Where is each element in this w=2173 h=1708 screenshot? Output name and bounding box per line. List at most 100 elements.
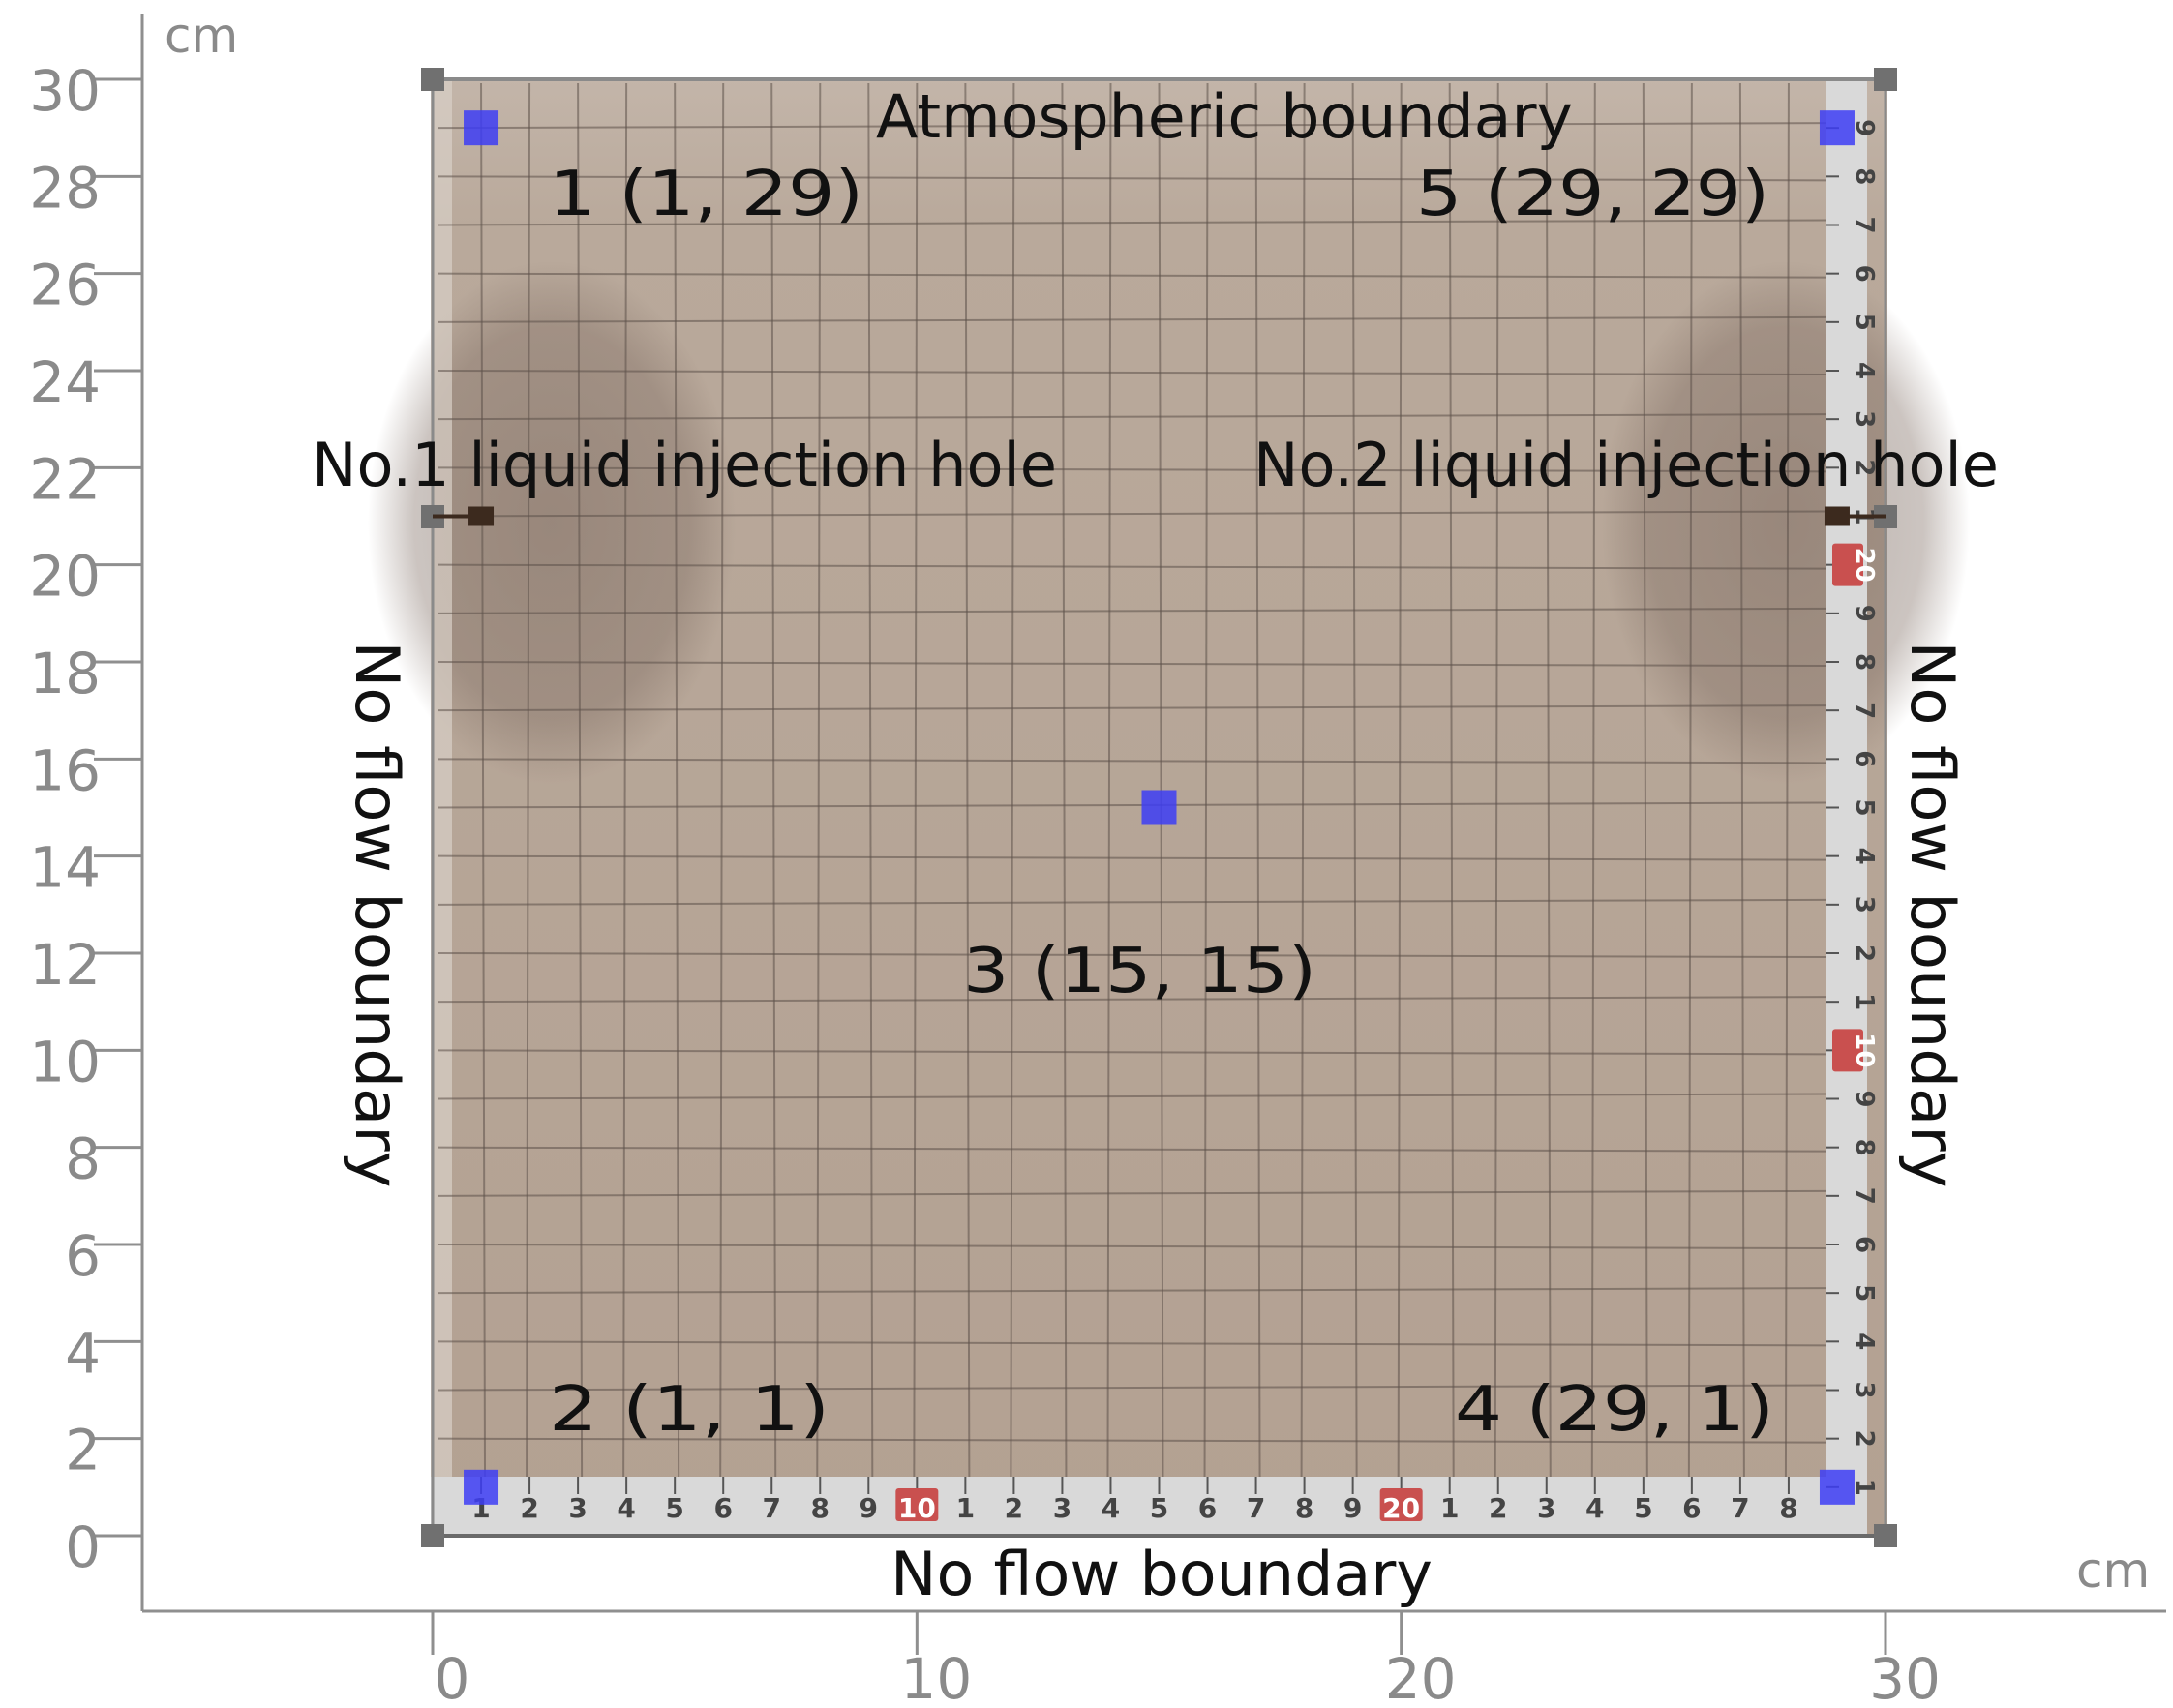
grid-vertical-line	[1494, 82, 1499, 1481]
y-axis-unit: cm	[165, 8, 238, 64]
grid-vertical-line	[577, 82, 584, 1481]
grid-vertical-line	[1010, 82, 1015, 1481]
bottom-ruler-number: 9	[860, 1492, 878, 1524]
right-ruler-number: 10	[1850, 1033, 1879, 1067]
right-ruler-number: 7	[1850, 216, 1879, 233]
bottom-ruler-number: 5	[1634, 1492, 1652, 1524]
monitoring-point-1-marker	[464, 110, 499, 146]
grid-horizontal-line	[438, 1244, 1827, 1249]
bottom-ruler-number: 9	[1343, 1492, 1362, 1524]
grid-horizontal-line	[438, 1340, 1827, 1347]
grid-horizontal-line	[438, 1146, 1827, 1153]
grid-horizontal-line	[438, 563, 1827, 570]
injection-hole-1-label: No.1 liquid injection hole	[312, 430, 1057, 500]
right-ruler-number: 7	[1850, 1187, 1879, 1205]
y-tick-label: 22	[29, 446, 101, 512]
grid-vertical-line	[964, 82, 971, 1481]
bottom-ruler-number: 10	[898, 1492, 936, 1524]
monitoring-point-4-marker	[1819, 1469, 1855, 1505]
grid-horizontal-line	[438, 854, 1827, 861]
grid-horizontal-line	[438, 801, 1827, 809]
grid-vertical-line	[526, 82, 531, 1481]
grid-horizontal-line	[438, 1384, 1827, 1392]
right-ruler-number: 4	[1850, 1333, 1879, 1350]
bottom-ruler-number: 2	[520, 1492, 538, 1524]
frame-corner-top-left	[421, 68, 444, 91]
top-boundary-label: Atmospheric boundary	[876, 81, 1573, 152]
bottom-ruler-number: 7	[1731, 1492, 1749, 1524]
grid-vertical-line	[1106, 82, 1112, 1481]
grid-horizontal-line	[438, 758, 1827, 764]
x-axis-ticks: 0 10 20 30	[431, 1611, 1941, 1708]
wetting-front-left	[368, 261, 736, 784]
grid-vertical-line	[1061, 82, 1068, 1481]
right-ruler-number: 5	[1850, 798, 1879, 816]
grid-vertical-line	[480, 82, 487, 1481]
right-ruler-number: 2	[1850, 944, 1879, 962]
right-ruler-decade-badge	[1832, 1029, 1863, 1072]
grid-vertical-line	[1254, 82, 1261, 1481]
grid-horizontal-line	[438, 898, 1827, 906]
injection-hole-2-label: No.2 liquid injection hole	[1253, 430, 1999, 500]
bottom-ruler-number: 3	[1537, 1492, 1555, 1524]
frame-corner-top-right	[1874, 68, 1897, 91]
grid-vertical-line	[1351, 82, 1358, 1481]
grid-vertical-line	[1642, 82, 1648, 1481]
grid-vertical-line	[719, 82, 725, 1481]
y-tick-label: 30	[29, 58, 101, 124]
grid-horizontal-line	[438, 1287, 1827, 1295]
y-tick-label: 18	[29, 641, 101, 706]
y-tick-label: 6	[65, 1223, 101, 1289]
right-ruler-number: 3	[1850, 896, 1879, 914]
grid-horizontal-line	[438, 466, 1827, 473]
grid-horizontal-line	[438, 315, 1827, 323]
right-ruler-number: 20	[1850, 548, 1879, 583]
right-ruler-number: 5	[1850, 314, 1879, 331]
monitoring-point-5-label: 5 (29, 29)	[1416, 159, 1769, 230]
grid-vertical-line	[1203, 82, 1209, 1481]
annotations: Atmospheric boundary No flow boundary No…	[312, 81, 1999, 1609]
right-ruler-number: 8	[1850, 653, 1879, 671]
y-tick-label: 16	[29, 737, 101, 803]
x-tick-label: 20	[1385, 1646, 1457, 1708]
bottom-ruler: 1 2 3 4 5 6 7 8 9 10 1 2 3 4 5 6 7 8 9 20 1 2 3 4 5 6 7 8	[431, 1477, 1838, 1535]
right-ruler-number: 6	[1850, 1236, 1879, 1253]
grid-vertical-line	[622, 82, 628, 1481]
grid-horizontal-line	[438, 1049, 1827, 1056]
grid-vertical-line	[770, 82, 777, 1481]
grid-vertical-line	[1545, 82, 1552, 1481]
grid-vertical-line	[867, 82, 874, 1481]
grid-horizontal-line	[438, 122, 1827, 130]
right-ruler-number: 9	[1850, 605, 1879, 622]
grid-horizontal-line	[438, 704, 1827, 712]
y-tick-label: 14	[29, 835, 101, 901]
bottom-ruler-number: 8	[1779, 1492, 1797, 1524]
grid-vertical-line	[1590, 82, 1596, 1481]
right-ruler-number: 4	[1850, 362, 1879, 379]
right-ruler-number: 1	[1850, 1479, 1879, 1496]
bottom-ruler-marks: 1 2 3 4 5 6 7 8 9 10 1 2 3 4 5 6 7 8 9 20 1 2 3 4 5 6 7 8	[432, 1477, 1838, 1524]
bottom-ruler-number: 8	[1295, 1492, 1313, 1524]
grid-vertical-line	[1687, 82, 1693, 1481]
y-tick-label: 2	[65, 1418, 101, 1483]
right-ruler-number: 1	[1850, 993, 1879, 1010]
grid-horizontal-line	[438, 1189, 1827, 1197]
monitoring-point-3-label: 3 (15, 15)	[963, 936, 1316, 1007]
bottom-ruler-number: 2	[1489, 1492, 1507, 1524]
soil-sample-photo	[368, 79, 1970, 1536]
right-ruler-number: 9	[1850, 1090, 1879, 1107]
y-tick-label: 10	[29, 1029, 101, 1094]
y-tick-label: 4	[65, 1320, 101, 1386]
bottom-ruler-number: 5	[1150, 1492, 1168, 1524]
bottom-ruler-number: 8	[811, 1492, 830, 1524]
x-tick-label: 0	[435, 1646, 470, 1708]
y-tick-label: 24	[29, 349, 101, 415]
right-ruler-number: 3	[1850, 1381, 1879, 1398]
bottom-ruler-number: 20	[1382, 1492, 1420, 1524]
bottom-ruler-number: 1	[1440, 1492, 1459, 1524]
bottom-ruler-number: 4	[617, 1492, 635, 1524]
x-tick-label: 10	[900, 1646, 972, 1708]
grid-vertical-line	[816, 82, 822, 1481]
